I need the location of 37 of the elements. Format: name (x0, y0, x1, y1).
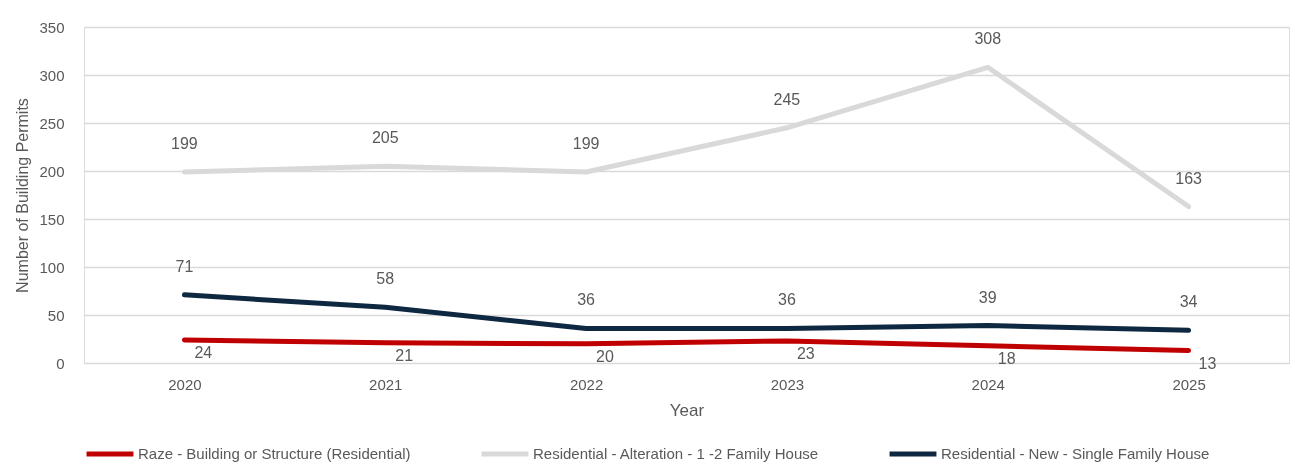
y-tick-label: 200 (39, 162, 65, 180)
data-label: 18 (997, 349, 1016, 367)
data-label: 199 (572, 134, 600, 152)
y-tick-label: 100 (39, 258, 65, 276)
y-tick-label: 350 (39, 18, 65, 36)
legend-label: Residential - Alteration - 1 -2 Family House (533, 445, 819, 462)
data-label: 308 (974, 30, 1002, 48)
data-label: 245 (773, 90, 801, 108)
x-axis-title: Year (669, 400, 705, 420)
data-label: 21 (395, 346, 414, 364)
data-label: 24 (194, 343, 213, 361)
x-tick-label: 2025 (1172, 375, 1206, 393)
data-label: 36 (778, 291, 796, 309)
data-label: 58 (376, 270, 395, 288)
legend-label: Residential - New - Single Family House (941, 445, 1210, 462)
y-tick-label: 50 (47, 306, 65, 324)
data-label: 34 (1179, 293, 1198, 311)
data-label: 36 (577, 291, 596, 309)
y-tick-label: 0 (56, 354, 65, 372)
x-tick-label: 2021 (369, 375, 403, 393)
data-label: 23 (796, 344, 815, 362)
x-tick-label: 2024 (971, 375, 1005, 393)
data-label: 205 (371, 129, 399, 147)
x-tick-label: 2023 (770, 375, 805, 393)
y-tick-label: 250 (39, 114, 65, 132)
data-label: 163 (1175, 169, 1203, 187)
y-axis-title: Number of Building Permits (14, 98, 32, 293)
data-label: 71 (175, 257, 194, 275)
legend-label: Raze - Building or Structure (Residential) (138, 445, 411, 462)
x-tick-label: 2020 (168, 375, 202, 393)
y-tick-label: 150 (39, 210, 65, 228)
y-tick-label: 300 (39, 66, 65, 84)
data-label: 20 (596, 347, 614, 365)
data-label: 13 (1198, 354, 1217, 372)
data-label: 39 (978, 288, 997, 306)
data-label: 199 (171, 134, 198, 152)
x-tick-label: 2022 (569, 375, 604, 393)
